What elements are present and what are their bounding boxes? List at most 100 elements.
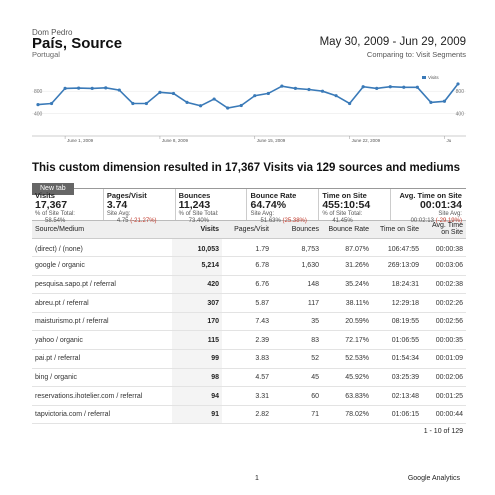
data-point bbox=[456, 82, 460, 86]
table-cell: 02:13:48 bbox=[372, 386, 422, 406]
metric-sub: % of Site Total: bbox=[322, 211, 363, 217]
table-cell: 1,630 bbox=[272, 256, 322, 276]
metric-label: Bounce Rate bbox=[250, 191, 297, 200]
data-point bbox=[226, 106, 230, 110]
x-tick-label: June 1, 2009 bbox=[67, 138, 94, 143]
data-point bbox=[334, 94, 338, 98]
source-link[interactable]: (direct) / (none) bbox=[32, 238, 172, 258]
y-tick-label-right: 400 bbox=[456, 112, 465, 118]
metric-sub-value: 00:02:13 (-29.19%) bbox=[394, 218, 462, 225]
legend-label: Visits bbox=[428, 75, 439, 80]
x-tick-label: June 22, 2009 bbox=[352, 138, 381, 143]
metric-label: Bounces bbox=[178, 191, 211, 200]
data-point bbox=[90, 86, 94, 90]
metric-time-on-site: Time on Site 455:10:54 % of Site Total: … bbox=[318, 189, 390, 224]
col-bounce-rate[interactable]: Bounce Rate bbox=[322, 221, 372, 239]
source-link[interactable]: reservations.ihotelier.com / referral bbox=[32, 386, 172, 406]
table-cell: 01:54:34 bbox=[372, 349, 422, 369]
col-avg-time-on-site[interactable]: Avg. Time on Site bbox=[422, 221, 466, 239]
y-tick-label-right: 800 bbox=[456, 89, 465, 95]
table-cell: 71 bbox=[272, 405, 322, 425]
data-point bbox=[375, 86, 379, 90]
metric-delta: (-21.27%) bbox=[130, 217, 157, 224]
data-point bbox=[239, 103, 243, 108]
table-cell: 98 bbox=[172, 368, 222, 388]
table-cell: 148 bbox=[272, 275, 322, 295]
col-visits[interactable]: Visits bbox=[172, 221, 222, 239]
table-cell: 170 bbox=[172, 312, 222, 332]
table-cell: 03:25:39 bbox=[372, 368, 422, 388]
table-cell: 307 bbox=[172, 293, 222, 313]
data-point bbox=[131, 101, 135, 106]
table-cell: 6.76 bbox=[222, 275, 272, 295]
comparing-label: Comparing to: Visit Segments bbox=[366, 50, 466, 59]
col-pages-visit[interactable]: Pages/Visit bbox=[222, 221, 272, 239]
summary-text: This custom dimension resulted in 17,367… bbox=[32, 162, 461, 174]
pagination-label: 1 - 10 of 129 bbox=[423, 428, 463, 436]
source-link[interactable]: google / organic bbox=[32, 256, 172, 276]
table-header-row: Source/Medium Visits Pages/Visit Bounces… bbox=[32, 221, 466, 239]
metric-value: 64.74% bbox=[250, 199, 287, 211]
metric-label: Visits bbox=[35, 191, 55, 200]
metric-label: Avg. Time on Site bbox=[399, 191, 462, 200]
table-cell: 78.02% bbox=[322, 405, 372, 425]
table-cell: 115 bbox=[172, 330, 222, 351]
date-range[interactable]: May 30, 2009 - Jun 29, 2009 bbox=[319, 36, 466, 48]
data-point bbox=[402, 85, 406, 89]
source-link[interactable]: maisturismo.pt / referral bbox=[32, 312, 172, 332]
page-number: 1 bbox=[255, 475, 259, 482]
metrics-summary: Visits 17,367 % of Site Total: 58.54% Pa… bbox=[32, 189, 466, 224]
sources-table: Source/Medium Visits Pages/Visit Bounces… bbox=[32, 221, 466, 425]
col-time-on-site[interactable]: Time on Site bbox=[372, 221, 422, 239]
table-cell: 8,753 bbox=[272, 238, 322, 258]
table-cell: 00:02:26 bbox=[422, 293, 466, 313]
table-row: yahoo / organic 115 2.39 83 72.17% 01:06:55 00… bbox=[32, 330, 466, 351]
table-cell: 00:03:06 bbox=[422, 256, 466, 276]
metric-bounce-rate: Bounce Rate 64.74% Site Avg: 51.63% (25.… bbox=[246, 189, 318, 224]
tab-new[interactable]: New tab bbox=[32, 183, 74, 195]
table-cell: 00:00:44 bbox=[422, 405, 466, 425]
metric-avg: 4.75 bbox=[116, 217, 129, 224]
table-row: bing / organic 98 4.57 45 45.92% 03:25:39 00:0… bbox=[32, 368, 466, 388]
table-cell: 269:13:09 bbox=[372, 256, 422, 276]
table-row: abreu.pt / referral 307 5.87 117 38.11% 12:29… bbox=[32, 293, 466, 313]
table-cell: 00:02:06 bbox=[422, 368, 466, 388]
table-cell: 10,053 bbox=[172, 238, 222, 258]
data-point bbox=[280, 84, 284, 88]
series-line-visits bbox=[37, 83, 459, 109]
data-point bbox=[198, 104, 203, 108]
data-point bbox=[266, 91, 270, 96]
table-cell: 00:01:09 bbox=[422, 349, 466, 369]
source-link[interactable]: abreu.pt / referral bbox=[32, 293, 172, 313]
col-bounces[interactable]: Bounces bbox=[272, 221, 322, 239]
table-cell: 2.82 bbox=[222, 405, 272, 425]
table-cell: 5.87 bbox=[222, 293, 272, 313]
table-cell: 1.79 bbox=[222, 238, 272, 258]
source-link[interactable]: pesquisa.sapo.pt / referral bbox=[32, 275, 172, 295]
source-link[interactable]: pai.pt / referral bbox=[32, 349, 172, 369]
y-tick-label-left: 400 bbox=[34, 112, 43, 118]
data-point bbox=[212, 97, 216, 101]
table-cell: 72.17% bbox=[322, 330, 372, 351]
table-cell: 52.53% bbox=[322, 349, 372, 369]
metric-sub-value: 58.54% bbox=[45, 217, 66, 224]
metric-visits: Visits 17,367 % of Site Total: 58.54% bbox=[32, 189, 103, 224]
visits-chart: 800 800 400 400 June 1, 2009 June 8, 2009 June… bbox=[32, 74, 466, 156]
table-cell: 18:24:31 bbox=[372, 275, 422, 295]
data-point bbox=[158, 90, 162, 94]
metric-avg-time-on-site: Avg. Time on Site 00:01:34 Site Avg: 00:… bbox=[390, 189, 466, 224]
data-point bbox=[36, 103, 40, 107]
table-cell: 00:00:38 bbox=[422, 238, 466, 258]
data-point bbox=[348, 101, 352, 106]
metric-sub: Site Avg: bbox=[250, 211, 275, 217]
table-cell: 99 bbox=[172, 349, 222, 369]
source-link[interactable]: bing / organic bbox=[32, 368, 172, 388]
source-link[interactable]: yahoo / organic bbox=[32, 330, 172, 351]
col-source-medium[interactable]: Source/Medium bbox=[32, 221, 172, 239]
x-tick-label: June 15, 2009 bbox=[257, 138, 286, 143]
table-cell: 420 bbox=[172, 275, 222, 295]
source-link[interactable]: tapvictoria.com / referral bbox=[32, 405, 172, 425]
table-cell: 3.31 bbox=[222, 386, 272, 406]
report-page: Dom Pedro País, Source Portugal May 30, … bbox=[32, 28, 466, 435]
table-cell: 91 bbox=[172, 405, 222, 425]
